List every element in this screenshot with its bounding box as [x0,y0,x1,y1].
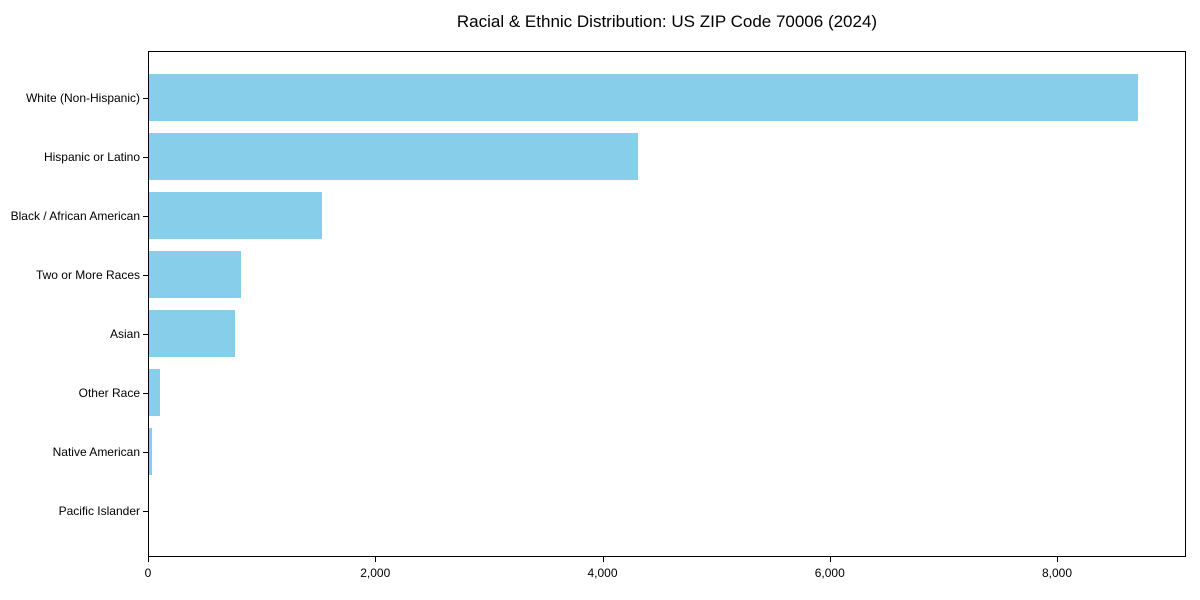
ytick-label-hispanic-or-latino: Hispanic or Latino [43,149,140,164]
y-tick-mark [143,451,148,453]
y-tick-mark [143,392,148,394]
y-tick-mark [143,156,148,158]
y-tick-mark [143,215,148,217]
ytick-label-two-or-more-races: Two or More Races [35,267,140,282]
ytick-label-asian: Asian [109,326,140,341]
bar-native-american [149,428,152,476]
bar-white-non-hispanic [149,74,1138,122]
chart-title: Racial & Ethnic Distribution: US ZIP Cod… [456,12,878,31]
x-tick-mark [375,557,377,562]
plot-area [148,51,1186,557]
y-tick-mark [143,510,148,512]
ytick-label-native-american: Native American [52,444,140,459]
x-tick-label-0: 0 [144,566,152,580]
x-tick-label-6-000: 6,000 [814,566,845,580]
x-tick-mark [148,557,149,562]
bar-hispanic-or-latino [149,133,638,181]
x-tick-mark [602,557,604,562]
ytick-label-pacific-islander: Pacific Islander [58,503,140,518]
ytick-label-other-race: Other Race [78,385,140,400]
bar-other-race [149,369,160,417]
bar-asian [149,310,235,358]
x-tick-label-4-000: 4,000 [587,566,618,580]
ytick-label-white-non-hispanic: White (Non-Hispanic) [25,90,140,105]
bar-two-or-more-races [149,251,242,299]
y-tick-mark [143,97,148,99]
x-tick-label-2-000: 2,000 [360,566,391,580]
x-tick-mark [1057,557,1059,562]
y-tick-mark [143,274,148,276]
y-tick-mark [143,333,148,335]
x-tick-mark [829,557,831,562]
bar-black-african-american [149,192,322,240]
x-tick-label-8-000: 8,000 [1042,566,1073,580]
ytick-label-black-african-american: Black / African American [10,208,140,223]
